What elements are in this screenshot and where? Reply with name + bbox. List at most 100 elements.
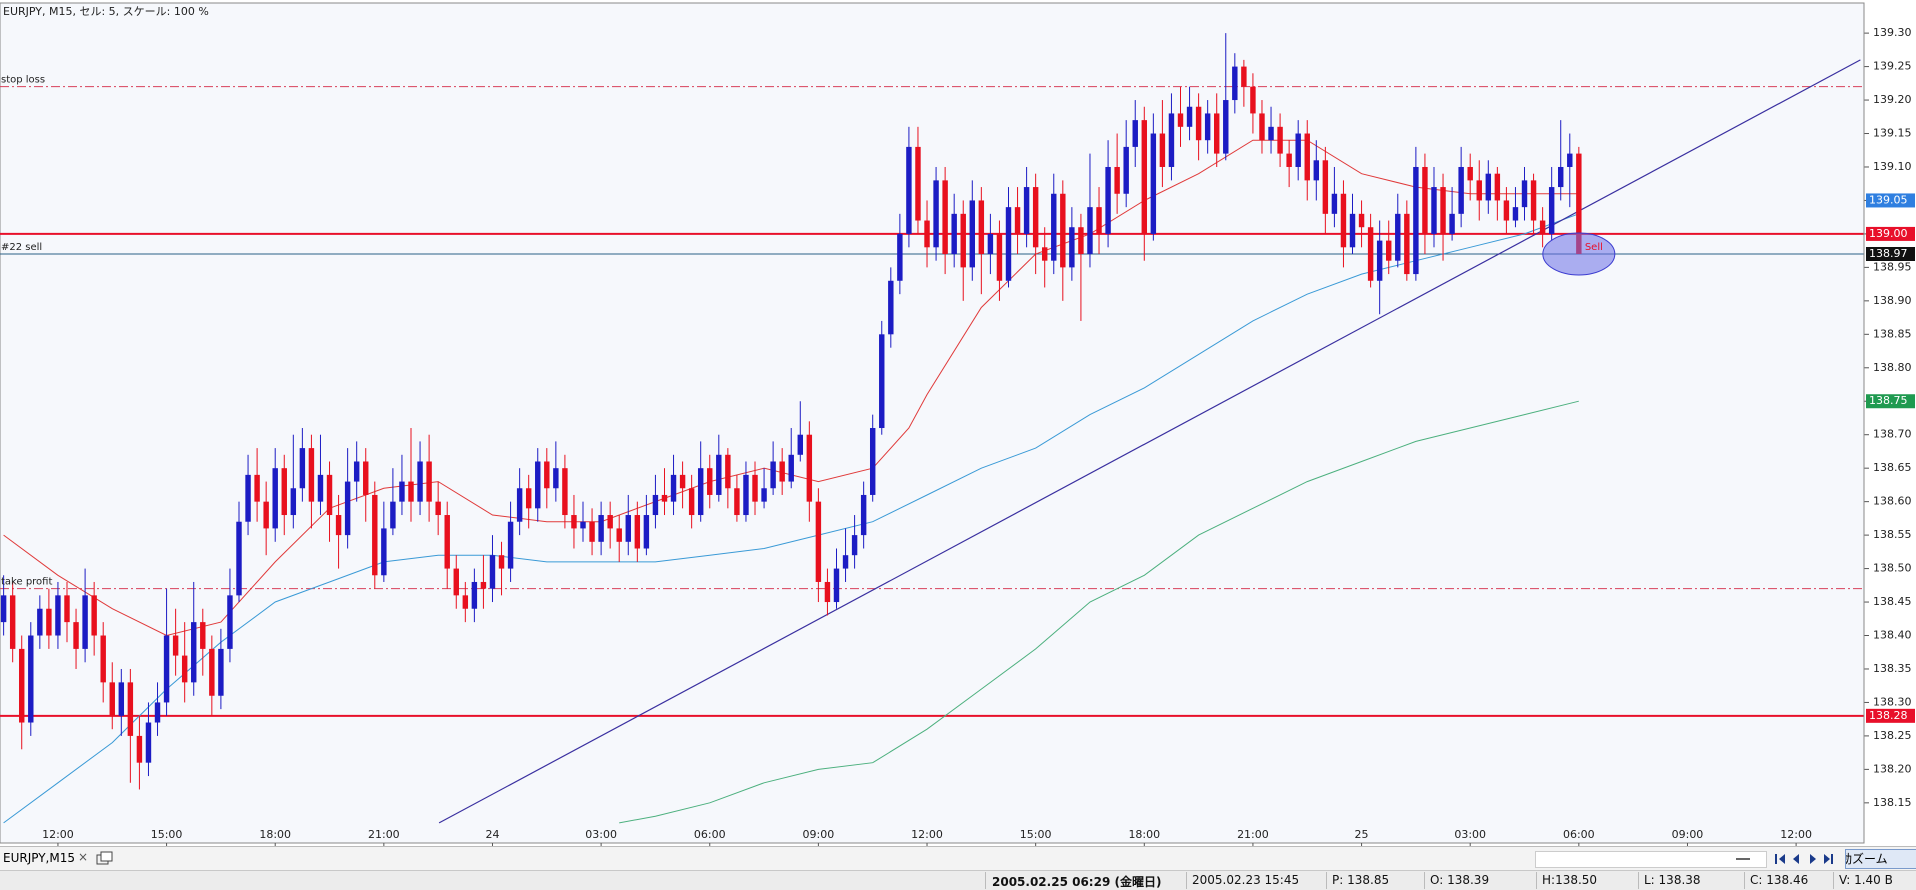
candle-body [1503,200,1510,221]
price-marker-label: 138.75 [1869,394,1908,407]
navigation-buttons[interactable] [1774,852,1844,866]
candle-body [1223,100,1229,154]
price-marker [1866,708,1915,723]
candle-body [725,454,731,489]
candle-body [317,474,324,502]
candle-body [860,494,867,536]
auto-zoom-button[interactable]: 自動ズーム [1845,849,1916,869]
candle-body [181,655,188,683]
candle-body [1376,240,1383,281]
candle-body [399,481,405,502]
y-tick-label: 138.65 [1873,461,1912,474]
candle-body [924,220,930,248]
candle-body [516,488,523,522]
separator [1424,872,1425,889]
candle-body [752,474,758,502]
candle-body [1313,160,1320,181]
candle-body [0,595,7,623]
sell-label: Sell [1585,242,1603,253]
y-tick-label: 139.25 [1873,60,1912,73]
plot-area [0,2,1865,844]
tab-bar: EURJPY,M15 × 自動ズーム [0,846,1916,871]
candle-body [888,280,894,335]
candle-body [1322,160,1329,214]
candle-body [507,521,514,569]
candle-body [381,528,387,576]
candle-body [996,233,1003,281]
candle-body [390,501,396,529]
tab-icon[interactable] [96,851,114,866]
trend-line [438,59,1861,824]
price-marker [1866,193,1915,208]
candle-body [942,180,948,254]
price-marker [1866,394,1915,409]
candle-body [553,468,559,489]
scrollbar[interactable] [1535,851,1767,868]
candle-body [879,334,885,429]
candle-body [1268,126,1274,141]
auto-zoom-label[interactable]: 自動ズーム [1846,852,1888,866]
candle-body [480,581,487,589]
price-marker-label: 139.00 [1869,227,1908,240]
y-tick-label: 138.35 [1873,662,1912,675]
y-tick-label: 138.40 [1873,629,1912,642]
candle-body [1060,193,1066,268]
x-tick-label: 06:00 [1563,828,1595,841]
candle-body [679,474,686,489]
x-tick-label: 15:00 [1020,828,1052,841]
x-tick-label: 12:00 [1780,828,1812,841]
candle-body [616,528,622,542]
candle-body [1422,166,1428,234]
candle-body [1431,187,1437,234]
x-tick-label: 24 [485,828,499,841]
candle-body [1177,113,1184,127]
y-tick-label: 138.70 [1873,428,1912,441]
candle-body [1232,66,1238,101]
price-marker-label: 138.28 [1869,709,1908,722]
candle-body [697,468,704,516]
status-bar: 2005.02.25 06:29 (金曜日) 2005.02.23 15:45 … [0,870,1916,890]
candle-body [1114,166,1120,194]
tab-label[interactable]: EURJPY,M15 [3,851,75,865]
candle-body [1023,187,1030,234]
candle-body [1141,120,1148,234]
separator [985,872,986,889]
candle-body [426,461,432,502]
candle-body [453,568,459,596]
candle-body [779,461,785,482]
candle-body [335,515,342,536]
candle-body [9,595,16,649]
candle-body [136,735,143,763]
candle-body [951,213,957,254]
candle-body [1558,166,1564,188]
tab-close[interactable]: × [78,850,89,864]
candle-body [145,722,152,763]
candle-body [100,635,106,683]
candle-body [1530,180,1537,221]
candle-body [1168,113,1175,167]
candle-body [154,702,161,723]
candle-body [625,515,631,542]
candle-body [770,461,776,489]
candle-body [1286,153,1292,167]
y-tick-label: 138.80 [1873,361,1912,374]
y-tick-label: 138.30 [1873,695,1912,708]
candle-body [1340,193,1347,248]
chart-header: EURJPY, M15, セル: 5, スケール: 100 % [3,5,209,18]
price-marker [1866,226,1915,241]
candle-body [1467,166,1473,181]
candle-body [435,501,441,516]
candle-body [1576,153,1582,254]
status-datetime: 2005.02.25 06:29 (金曜日) [992,875,1162,889]
candle-body [869,428,876,495]
separator [1833,872,1834,889]
candle-body [353,461,360,482]
candle-body [815,501,822,582]
status-low: L: 138.38 [1644,873,1701,887]
candle-body [842,555,849,569]
candle-body [46,608,52,636]
status-price: P: 138.85 [1332,873,1390,887]
candle-body [290,488,297,516]
candle-body [643,515,650,549]
y-tick-label: 139.30 [1873,26,1912,39]
